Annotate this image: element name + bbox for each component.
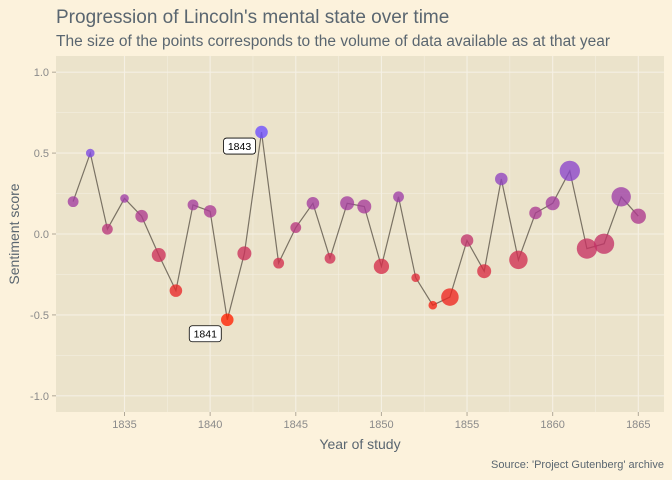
- data-point: [477, 264, 492, 279]
- data-point: [187, 199, 199, 211]
- data-point: [545, 196, 560, 211]
- y-tick-label: -1.0: [30, 391, 49, 403]
- data-point: [151, 248, 166, 263]
- x-tick-label: 1855: [455, 419, 479, 431]
- data-point: [85, 148, 95, 158]
- data-point: [576, 238, 598, 259]
- y-tick-label: 0.0: [34, 229, 49, 241]
- annotation-label: 1843: [228, 141, 252, 153]
- data-point: [611, 187, 631, 207]
- data-point: [495, 172, 508, 186]
- data-point: [373, 258, 390, 275]
- data-point: [441, 288, 459, 306]
- data-point: [529, 206, 542, 220]
- x-tick-label: 1865: [626, 419, 650, 431]
- x-tick-label: 1835: [112, 419, 136, 431]
- data-point: [428, 300, 438, 310]
- data-point: [255, 125, 268, 139]
- annotations: 1843 1841: [188, 137, 256, 343]
- data-point: [169, 284, 183, 297]
- x-tick-label: 1840: [198, 419, 222, 431]
- data-point: [509, 250, 528, 270]
- data-point: [306, 196, 320, 210]
- x-axis-title: Year of study: [319, 436, 400, 452]
- data-point: [357, 199, 372, 214]
- x-tick-label: 1850: [369, 419, 393, 431]
- data-point: [393, 191, 404, 203]
- data-point: [101, 223, 113, 235]
- axes: 1835 1840 1845 1850 1855 1860 1865 -1.0 -0.5 0.0 0…: [30, 67, 651, 431]
- chart-subtitle: The size of the points corresponds to th…: [56, 33, 610, 50]
- data-point: [593, 233, 615, 254]
- data-point: [340, 196, 355, 211]
- data-point: [411, 273, 420, 282]
- data-point: [273, 257, 285, 269]
- y-axis-title: Sentiment score: [6, 183, 22, 284]
- x-tick-label: 1845: [284, 419, 308, 431]
- y-tick-label: -0.5: [30, 310, 49, 322]
- y-tick-label: 0.5: [34, 148, 49, 160]
- data-points: [67, 125, 646, 327]
- data-point: [324, 252, 336, 264]
- data-point: [237, 246, 252, 261]
- x-tick-label: 1860: [540, 419, 564, 431]
- data-point: [460, 234, 474, 247]
- annotation-box: [223, 137, 256, 155]
- caption: Source: 'Project Gutenberg' archive: [491, 459, 664, 471]
- data-point: [203, 205, 217, 218]
- chart-title: Progression of Lincoln's mental state ov…: [56, 7, 449, 28]
- series-line: [72, 132, 639, 320]
- annotation-box: [188, 325, 222, 343]
- data-point: [120, 194, 129, 203]
- annotation-label: 1841: [194, 329, 218, 341]
- data-point: [67, 196, 79, 208]
- y-tick-label: 1.0: [34, 67, 49, 79]
- data-point: [559, 160, 580, 182]
- data-point: [220, 313, 234, 327]
- data-point: [290, 222, 302, 233]
- gridlines: [56, 56, 664, 412]
- data-point: [135, 209, 148, 223]
- data-point: [630, 208, 646, 224]
